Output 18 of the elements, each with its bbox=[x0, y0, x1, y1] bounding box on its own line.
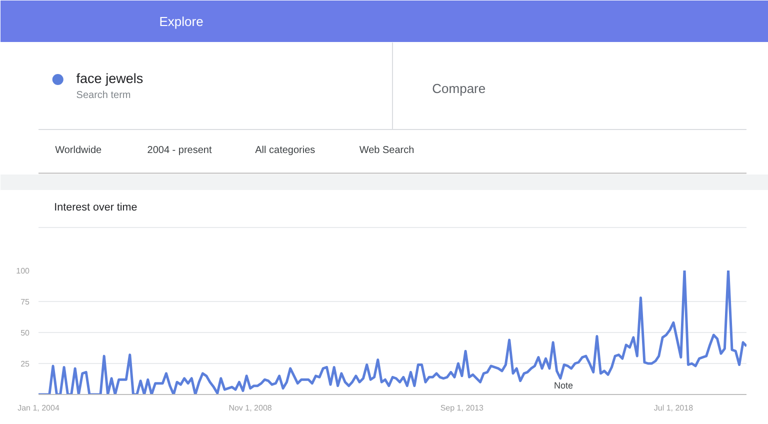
text: Worldwide bbox=[55, 145, 102, 156]
x-tick-label: Sep 1, 2013 bbox=[440, 404, 484, 412]
legend-label: face jewels bbox=[76, 71, 144, 86]
y-tick-label: 25 bbox=[20, 360, 30, 368]
text: Explore bbox=[159, 14, 204, 29]
text: Compare bbox=[432, 81, 486, 96]
y-tick-label: 75 bbox=[20, 298, 30, 306]
annotation: Note bbox=[554, 380, 574, 390]
y-tick-label: 50 bbox=[20, 328, 30, 338]
x-tick-label: Jul 1, 2018 bbox=[654, 404, 694, 412]
text: 2004 - present bbox=[147, 145, 212, 156]
x-tick-label: Nov 1, 2008 bbox=[228, 404, 272, 412]
x-tick-label: Jan 1, 2004 bbox=[18, 404, 60, 412]
y-tick-label: 100 bbox=[16, 266, 30, 276]
chart-title: Interest over time bbox=[54, 202, 138, 214]
text: Search term bbox=[76, 90, 131, 101]
text: Web Search bbox=[359, 145, 414, 156]
text: All categories bbox=[255, 145, 316, 156]
